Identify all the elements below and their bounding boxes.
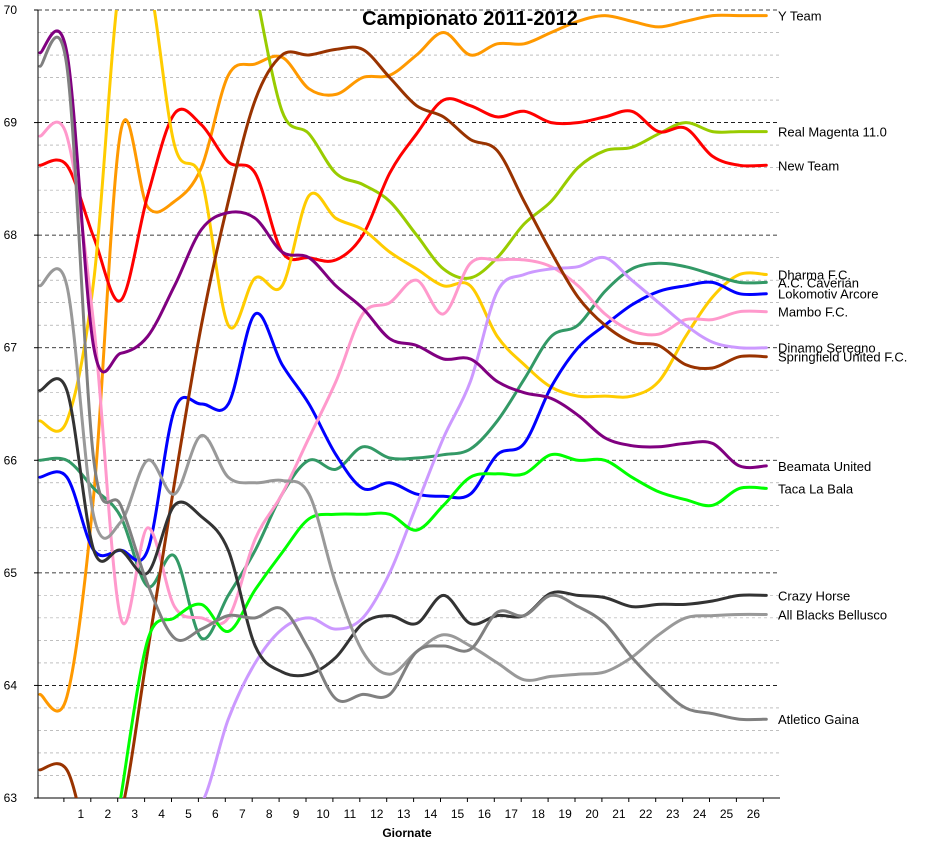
x-tick-label: 9: [293, 807, 300, 821]
x-tick-label: 2: [104, 807, 111, 821]
x-tick-label: 8: [266, 807, 273, 821]
series-label: Atletico Gaina: [778, 712, 860, 727]
x-tick-label: 25: [720, 807, 734, 821]
series-label: Crazy Horse: [778, 588, 850, 603]
series-line-a-c-caverian: [38, 261, 768, 641]
y-tick-label: 63: [4, 791, 18, 805]
y-tick-label: 66: [4, 453, 18, 467]
x-tick-label: 20: [585, 807, 599, 821]
x-tick-label: 15: [451, 807, 465, 821]
y-tick-label: 67: [4, 341, 18, 355]
series-label: A.C. Caverian: [778, 275, 859, 290]
y-tick-label: 70: [4, 3, 18, 17]
x-tick-label: 13: [397, 807, 411, 821]
series-label: Real Magenta 11.0: [778, 125, 887, 140]
series-label: Taca La Bala: [778, 481, 854, 496]
series-line-new-team: [38, 97, 768, 303]
y-tick-label: 65: [4, 566, 18, 580]
series-line-lokomotiv-arcore: [38, 280, 768, 563]
grid: [38, 9, 780, 799]
x-tick-label: 14: [424, 807, 438, 821]
x-tick-label: 1: [78, 807, 85, 821]
x-tick-label: 24: [693, 807, 707, 821]
series-label: New Team: [778, 158, 839, 173]
series-label: Mambo F.C.: [778, 305, 848, 320]
series-label: Dharma F.C.: [778, 268, 851, 283]
x-tick-label: 4: [158, 807, 165, 821]
series-line-taca-la-bala: [119, 452, 768, 798]
x-tick-label: 6: [212, 807, 219, 821]
x-tick-label: 22: [639, 807, 653, 821]
series-line-y-team: [38, 13, 768, 713]
series-label: Springfield United F.C.: [778, 350, 907, 365]
y-tick-label: 68: [4, 228, 18, 242]
series-label: All Blacks Bellusco: [778, 608, 887, 623]
x-axis-label: Giornate: [382, 826, 432, 840]
series-label: Dinamo Seregno: [778, 341, 876, 356]
x-tick-label: 21: [612, 807, 626, 821]
series-labels: Y Team Real Magenta 11.0 New Team Dharma F.…: [778, 9, 907, 728]
x-tick-label: 11: [344, 807, 357, 821]
series-line-dharma-f-c: [38, 10, 768, 433]
y-tick-label: 69: [4, 116, 18, 130]
x-tick-label: 7: [239, 807, 246, 821]
series-line-springfield-united-f-c: [38, 45, 768, 798]
series-line-beamata-united: [38, 29, 768, 470]
series-label: Beamata United: [778, 459, 871, 474]
x-tick-label: 26: [747, 807, 761, 821]
x-tick-label: 10: [316, 807, 330, 821]
x-tick-label: 23: [666, 807, 680, 821]
series-lines: [38, 10, 768, 798]
series-label: Y Team: [778, 9, 822, 24]
series-label: Lokomotiv Arcore: [778, 287, 878, 302]
series-line-all-blacks-bellusco: [38, 267, 768, 682]
x-tick-label: 12: [370, 807, 384, 821]
series-line-real-magenta-11-0: [258, 10, 768, 280]
series-line-atletico-gaina: [38, 35, 768, 722]
x-tick-label: 17: [505, 807, 519, 821]
x-tick-label: 5: [185, 807, 192, 821]
x-tick-label: 18: [532, 807, 546, 821]
series-line-crazy-horse: [38, 377, 768, 678]
x-tick-label: 16: [478, 807, 492, 821]
series-line-dinamo-seregno: [202, 255, 768, 798]
y-tick-label: 64: [4, 678, 18, 692]
chart-title: Campionato 2011-2012: [362, 8, 578, 30]
x-tick-label: 3: [131, 807, 138, 821]
x-tick-label: 19: [558, 807, 572, 821]
